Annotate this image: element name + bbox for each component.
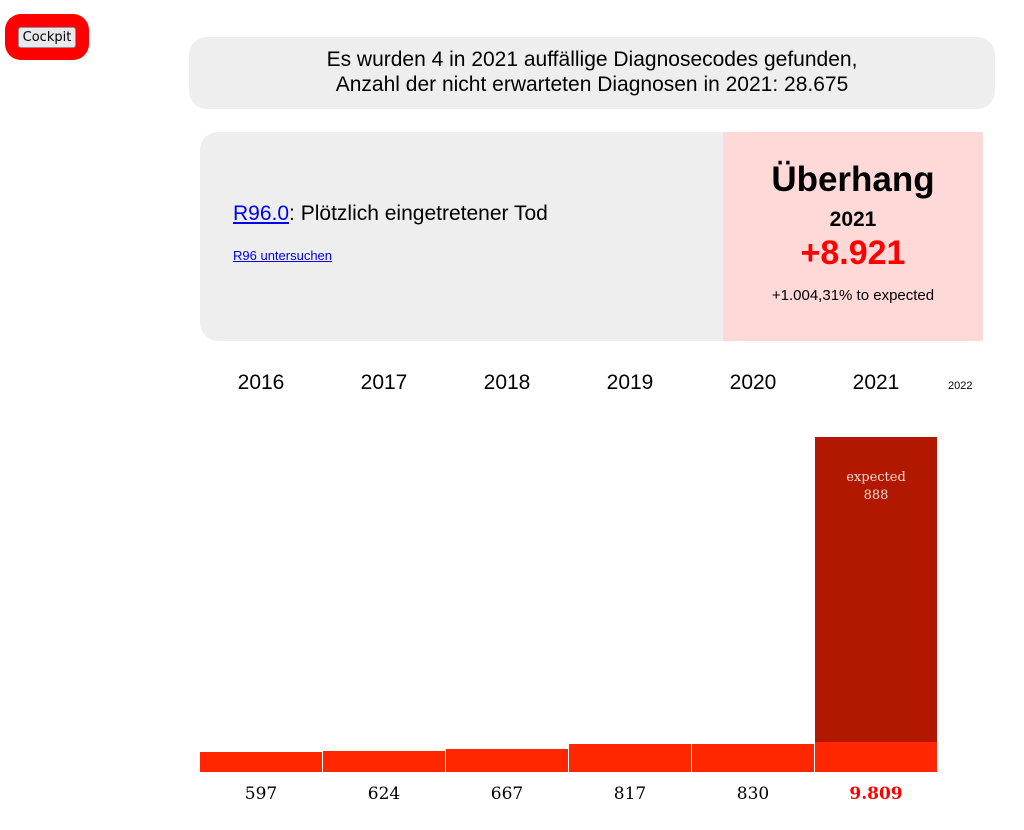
- bar-2019: [569, 744, 691, 772]
- bar-2016: [200, 751, 322, 772]
- diagnosis-description: : Plötzlich eingetretener Tod: [289, 202, 548, 225]
- bar-overhang-2021: expected 888: [815, 437, 937, 742]
- summary-line-1: Es wurden 4 in 2021 auffällige Diagnosec…: [326, 48, 858, 71]
- investigate-link[interactable]: R96 untersuchen: [233, 248, 333, 263]
- year-label-2020: 2020: [729, 371, 777, 394]
- value-label-2017: 624: [367, 784, 401, 804]
- overhang-panel: Überhang 2021 +8.921 +1.004,31% to expec…: [723, 132, 983, 341]
- overhang-percent: +1.004,31% to expected: [771, 287, 935, 304]
- value-label-2021: 9.809: [849, 784, 903, 804]
- value-label-2016: 597: [244, 784, 278, 804]
- expected-label: expected: [846, 470, 906, 485]
- year-label-2018: 2018: [483, 371, 531, 394]
- value-label-2018: 667: [490, 784, 524, 804]
- summary-banner: Es wurden 4 in 2021 auffällige Diagnosec…: [189, 37, 995, 109]
- cockpit-button[interactable]: Cockpit: [17, 26, 77, 48]
- year-label-2017: 2017: [360, 371, 408, 394]
- year-label-2021: 2021: [852, 371, 900, 394]
- value-label-2019: 817: [613, 784, 647, 804]
- expected-value: 888: [863, 488, 889, 503]
- year-label-2022: 2022: [948, 380, 973, 392]
- overhang-value: +8.921: [800, 234, 906, 272]
- diagnosis-card: R96.0: Plötzlich eingetretener Tod R96 u…: [200, 132, 983, 341]
- year-label-2016: 2016: [237, 371, 285, 394]
- summary-line-2: Anzahl der nicht erwarteten Diagnosen in…: [335, 73, 849, 96]
- overhang-title: Überhang: [771, 160, 935, 199]
- bar-2017: [323, 750, 445, 772]
- year-label-2019: 2019: [606, 371, 654, 394]
- cockpit-highlight: Cockpit: [5, 14, 89, 60]
- diagnosis-code-link[interactable]: R96.0: [233, 202, 290, 225]
- bar-expected-2021: [815, 741, 937, 772]
- bar-2018: [446, 749, 568, 772]
- bar-2020: [692, 743, 814, 772]
- value-label-2020: 830: [736, 784, 770, 804]
- overhang-year: 2021: [829, 208, 877, 231]
